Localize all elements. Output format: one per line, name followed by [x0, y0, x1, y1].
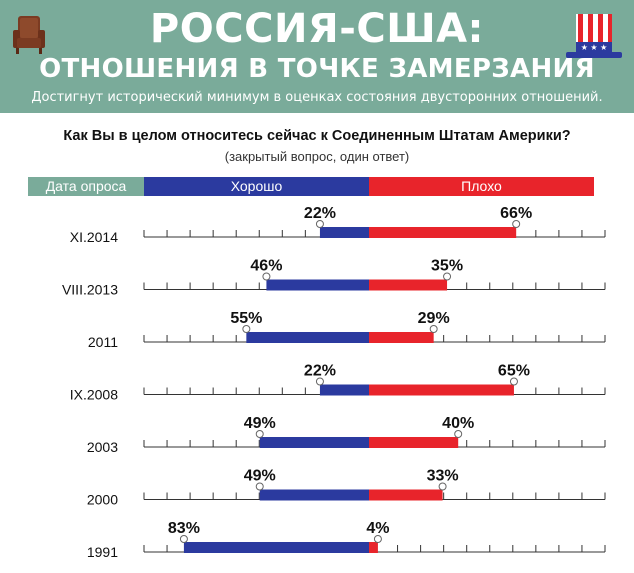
marker-bad: [373, 535, 382, 543]
header-banner: ★ ★ ★ РОССИЯ-США: ОТНОШЕНИЯ В ТОЧКЕ ЗАМЕ…: [0, 0, 634, 113]
marker-good: [179, 535, 188, 543]
marker-good: [262, 272, 271, 281]
page-subtitle: Достигнут исторический минимум в оценках…: [31, 90, 603, 105]
bar-good: [319, 384, 369, 396]
bar-good: [319, 227, 369, 238]
value-label-bad: 66%: [500, 205, 532, 222]
row-label: XI.2014: [70, 229, 118, 245]
value-label-bad: 40%: [442, 415, 474, 432]
row-label: IX.2008: [70, 387, 118, 403]
value-label-good: 49%: [244, 415, 276, 432]
value-label-bad: 35%: [431, 258, 463, 275]
diverging-bar-chart: XI.2014 22% 66% VIII.2013 46% 35% 2011 55% 29% IX…: [62, 205, 606, 560]
bar-bad: [369, 489, 443, 501]
survey-question: Как Вы в целом относитесь сейчас к Соеди…: [63, 128, 571, 144]
bar-good: [246, 332, 369, 343]
armchair-icon: [13, 16, 45, 54]
bar-bad: [369, 437, 459, 448]
value-label-good: 46%: [250, 258, 282, 275]
bar-good: [259, 489, 369, 501]
page-title-line2: ОТНОШЕНИЯ В ТОЧКЕ ЗАМЕРЗАНИЯ: [39, 54, 595, 84]
legend-good-header: Хорошо: [144, 177, 369, 196]
value-label-bad: 4%: [366, 520, 389, 537]
legend-bad-header: Плохо: [369, 177, 594, 196]
value-label-good: 22%: [304, 205, 336, 222]
value-label-good: 55%: [230, 310, 262, 327]
marker-bad: [429, 325, 438, 333]
marker-bad: [512, 220, 521, 228]
question-note: (закрытый вопрос, один ответ): [224, 149, 410, 164]
marker-bad: [438, 482, 447, 491]
row-label: VIII.2013: [62, 282, 118, 298]
bar-bad: [369, 227, 517, 238]
value-label-good: 22%: [304, 363, 336, 380]
page-title-line1: РОССИЯ-США:: [149, 6, 485, 52]
row-label: 2011: [88, 334, 118, 350]
value-label-bad: 65%: [498, 363, 530, 380]
marker-bad: [509, 377, 518, 386]
bar-good: [183, 542, 369, 553]
marker-bad: [443, 272, 452, 281]
uncle-sam-hat-icon: ★ ★ ★: [566, 14, 622, 58]
bar-bad: [369, 542, 378, 553]
bar-bad: [369, 279, 448, 291]
row-label: 2000: [87, 492, 118, 508]
bar-bad: [369, 332, 434, 343]
bar-good: [266, 279, 369, 291]
row-label: 1991: [87, 544, 118, 560]
bar-bad: [369, 384, 514, 396]
value-label-good: 49%: [244, 468, 276, 485]
marker-good: [255, 482, 264, 491]
value-label-bad: 33%: [427, 468, 459, 485]
legend-date-header: Дата опроса: [28, 177, 144, 196]
svg-text:★ ★ ★: ★ ★ ★: [581, 43, 608, 52]
marker-good: [315, 377, 324, 386]
value-label-good: 83%: [168, 520, 200, 537]
marker-bad: [454, 430, 463, 438]
marker-good: [255, 430, 264, 438]
value-label-bad: 29%: [418, 310, 450, 327]
marker-good: [315, 220, 324, 228]
marker-good: [242, 325, 251, 333]
row-label: 2003: [87, 439, 118, 455]
bar-good: [259, 437, 369, 448]
